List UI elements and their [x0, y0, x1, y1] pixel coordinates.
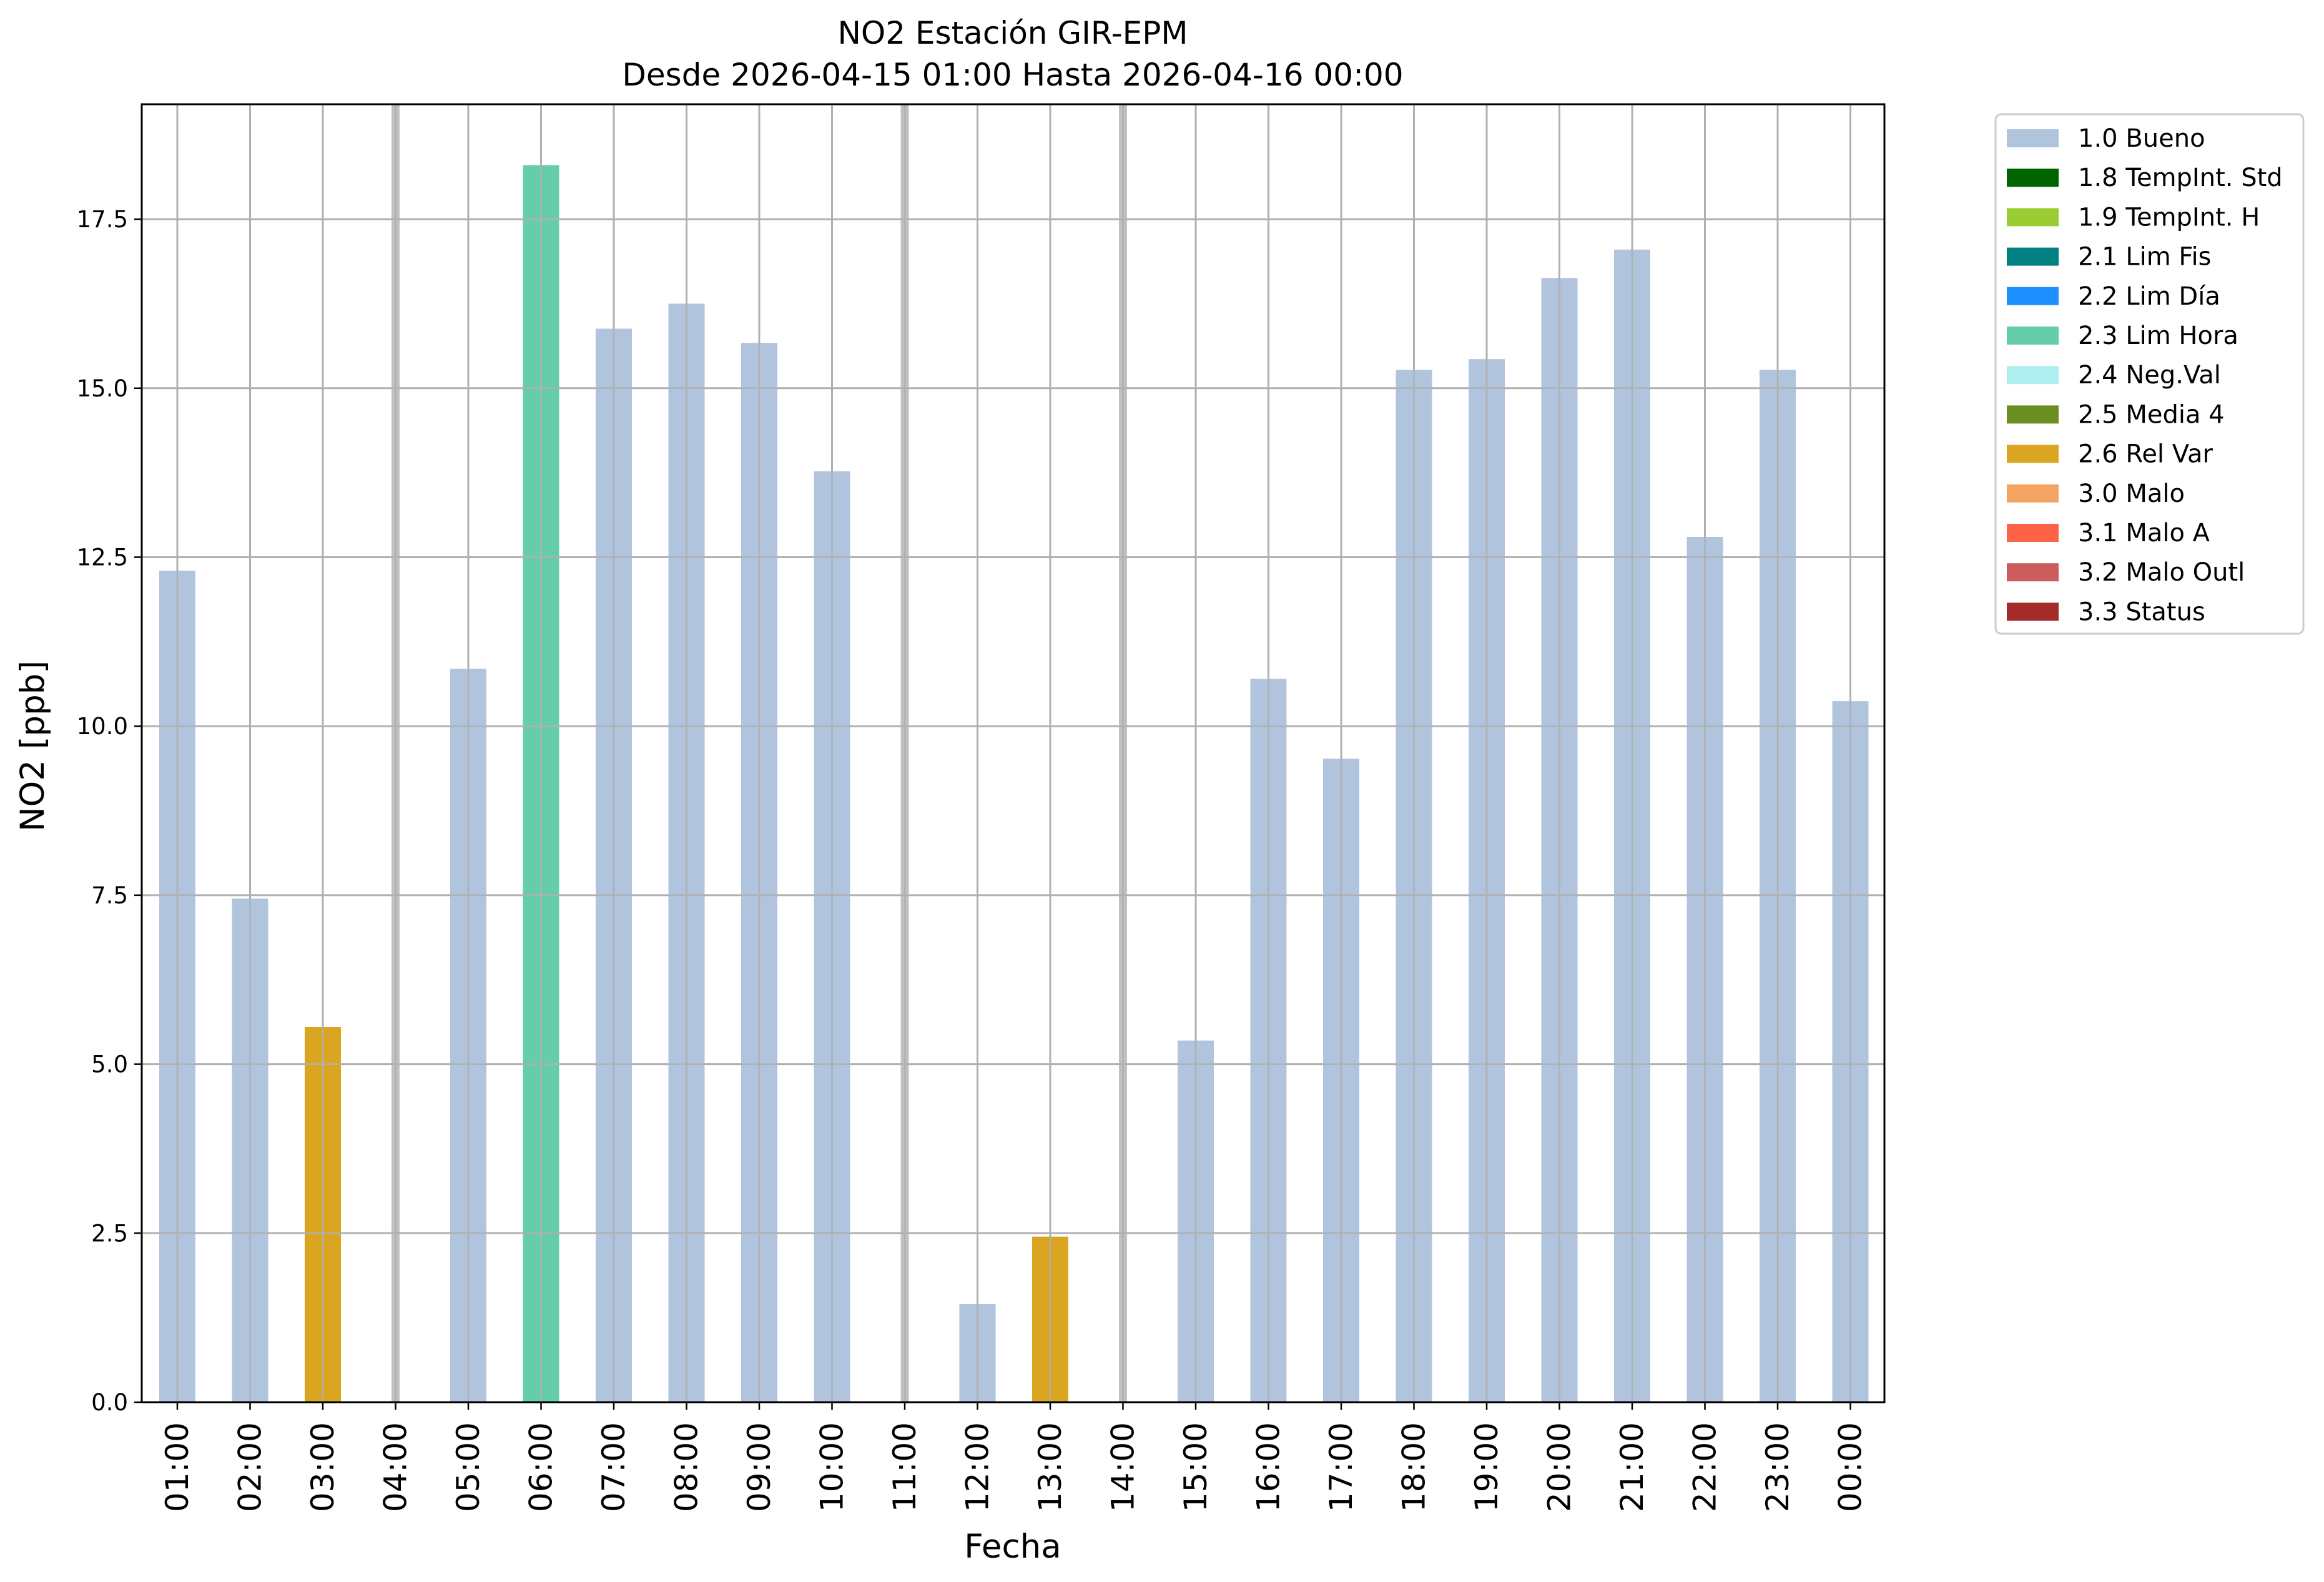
- x-tick-label: 20:00: [1542, 1422, 1578, 1512]
- x-tick-label: 10:00: [814, 1422, 850, 1512]
- x-tick-label: 18:00: [1396, 1422, 1432, 1512]
- x-tick-label: 13:00: [1032, 1422, 1068, 1512]
- legend-swatch: [2007, 208, 2059, 227]
- x-tick-label: 15:00: [1178, 1422, 1214, 1512]
- legend-swatch: [2007, 129, 2059, 147]
- y-tick-label: 17.5: [77, 206, 128, 233]
- legend: 1.0 Bueno 1.8 TempInt. Std 1.9 TempInt. H 2…: [1994, 113, 2305, 635]
- chart-title: NO2 Estación GIR-EPM: [837, 15, 1188, 51]
- legend-label: 3.0 Malo: [2078, 479, 2185, 508]
- x-tick-label: 05:00: [450, 1422, 486, 1512]
- x-tick-label: 14:00: [1105, 1422, 1141, 1512]
- y-tick-label: 12.5: [77, 544, 128, 571]
- y-axis-label: NO2 [ppb]: [14, 661, 52, 832]
- x-tick-label: 23:00: [1760, 1422, 1796, 1512]
- legend-swatch: [2007, 247, 2059, 266]
- x-tick-label: 11:00: [887, 1422, 923, 1512]
- legend-label: 2.4 Neg.Val: [2078, 361, 2221, 390]
- y-tick-label: 7.5: [91, 882, 128, 909]
- legend-label: 3.1 Malo A: [2078, 519, 2210, 548]
- axes: [134, 103, 1886, 1410]
- legend-label: 2.6 Rel Var: [2078, 440, 2213, 469]
- x-tick-label: 08:00: [669, 1422, 705, 1512]
- y-tick-label: 15.0: [77, 375, 128, 402]
- legend-label: 1.0 Bueno: [2078, 124, 2205, 153]
- x-tick-label: 01:00: [159, 1422, 195, 1512]
- tick-labels: 0.0 2.5 5.0 7.5 10.0 12.5 15.0 17.5 01:00 02:00 03…: [77, 206, 1869, 1512]
- legend-swatch: [2007, 327, 2059, 345]
- y-tick-label: 5.0: [91, 1051, 128, 1078]
- legend-swatch: [2007, 366, 2059, 385]
- legend-label: 3.3 Status: [2078, 597, 2205, 626]
- x-tick-label: 03:00: [305, 1422, 341, 1512]
- chart-subtitle: Desde 2026-04-15 01:00 Hasta 2026-04-16 …: [622, 57, 1403, 93]
- x-axis-label: Fecha: [964, 1528, 1061, 1566]
- bars: [159, 165, 1869, 1402]
- y-tick-label: 2.5: [91, 1220, 128, 1247]
- plot-frame: [140, 103, 1886, 1403]
- x-tick-label: 09:00: [741, 1422, 777, 1512]
- legend-swatch: [2007, 169, 2059, 187]
- x-tick-label: 02:00: [232, 1422, 268, 1512]
- legend-label: 1.9 TempInt. H: [2078, 203, 2260, 232]
- legend-label: 2.2 Lim Día: [2078, 282, 2220, 311]
- legend-swatch: [2007, 602, 2059, 621]
- grid-overlay: [142, 104, 1884, 1403]
- x-tick-label: 16:00: [1251, 1422, 1287, 1512]
- x-tick-label: 06:00: [523, 1422, 559, 1512]
- legend-swatch: [2007, 563, 2059, 582]
- legend-label: 2.5 Media 4: [2078, 400, 2225, 429]
- legend-label: 2.3 Lim Hora: [2078, 322, 2238, 350]
- legend-swatch: [2007, 287, 2059, 305]
- x-tick-label: 19:00: [1469, 1422, 1505, 1512]
- x-tick-label: 04:00: [378, 1422, 414, 1512]
- y-tick-label: 0.0: [91, 1389, 128, 1416]
- legend-label: 2.1 Lim Fis: [2078, 243, 2211, 272]
- legend-swatch: [2007, 524, 2059, 542]
- legend-box: [1994, 113, 2305, 635]
- legend-swatch: [2007, 484, 2059, 503]
- x-tick-label: 22:00: [1687, 1422, 1723, 1512]
- x-tick-label: 17:00: [1323, 1422, 1359, 1512]
- x-tick-label: 12:00: [960, 1422, 996, 1512]
- legend-label: 3.2 Malo Outl: [2078, 558, 2245, 587]
- legend-swatch: [2007, 405, 2059, 424]
- legend-swatch: [2007, 445, 2059, 463]
- x-tick-label: 21:00: [1614, 1422, 1650, 1512]
- x-tick-label: 07:00: [596, 1422, 632, 1512]
- y-tick-label: 10.0: [77, 713, 128, 740]
- x-tick-label: 00:00: [1833, 1422, 1869, 1512]
- legend-label: 1.8 TempInt. Std: [2078, 164, 2283, 192]
